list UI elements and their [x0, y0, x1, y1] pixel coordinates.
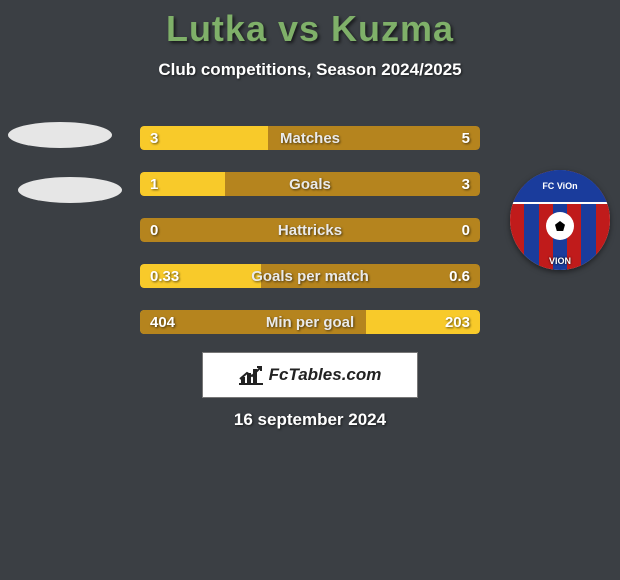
club-top-text: FC	[542, 181, 554, 191]
stat-label: Goals	[140, 172, 480, 196]
page-title: Lutka vs Kuzma	[0, 0, 620, 50]
stat-label: Goals per match	[140, 264, 480, 288]
stats-bars: 35Matches 13Goals 00Hattricks 0.330.6Goals …	[140, 126, 480, 356]
stat-label: Min per goal	[140, 310, 480, 334]
ball-icon	[546, 212, 574, 240]
right-club-badge: FC ViOn VION	[510, 170, 610, 270]
stat-row: 13Goals	[140, 172, 480, 196]
stat-label: Matches	[140, 126, 480, 150]
club-name-text: VION	[510, 256, 610, 266]
club-band-text: ViOn	[557, 181, 578, 191]
brand-box: FcTables.com	[202, 352, 418, 398]
chart-icon	[239, 365, 263, 385]
stat-row: 404203Min per goal	[140, 310, 480, 334]
stat-row: 0.330.6Goals per match	[140, 264, 480, 288]
page-subtitle: Club competitions, Season 2024/2025	[0, 60, 620, 80]
stat-row: 00Hattricks	[140, 218, 480, 242]
placeholder-icon	[8, 122, 112, 148]
stat-label: Hattricks	[140, 218, 480, 242]
stat-row: 35Matches	[140, 126, 480, 150]
date-text: 16 september 2024	[0, 410, 620, 430]
brand-text: FcTables.com	[269, 365, 382, 385]
placeholder-icon	[18, 177, 122, 203]
